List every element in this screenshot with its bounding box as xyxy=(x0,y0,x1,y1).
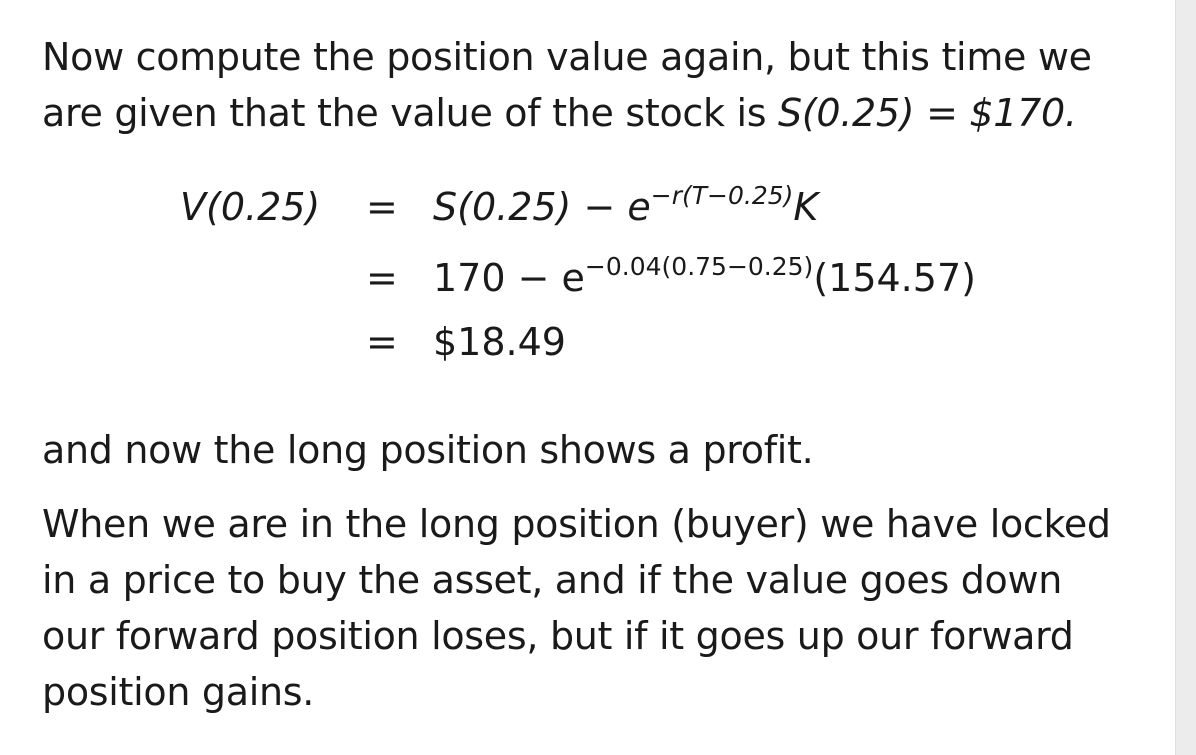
explanation-line-4: position gains. xyxy=(42,670,315,714)
rhs-2-tail: (154.57) xyxy=(813,256,976,300)
explanation-line-1: When we are in the long position (buyer)… xyxy=(42,502,1111,546)
equation-rhs-1: S(0.25) − e−r(T−0.25)K xyxy=(433,181,819,229)
rhs-2-exponent: −0.04(0.75−0.25) xyxy=(584,252,814,281)
conclusion-paragraph: and now the long position shows a profit… xyxy=(42,428,814,472)
intro-paragraph: Now compute the position value again, bu… xyxy=(42,29,1092,141)
rhs-1-main: S(0.25) − e xyxy=(433,185,651,229)
position-value-equation: V(0.25) = S(0.25) − e−r(T−0.25)K = 170 −… xyxy=(0,181,1176,380)
equation-row-1: V(0.25) = S(0.25) − e−r(T−0.25)K xyxy=(0,181,1176,245)
rhs-1-tail: K xyxy=(793,185,819,229)
intro-line-2: are given that the value of the stock is… xyxy=(42,85,1092,141)
explanation-line-2: in a price to buy the asset, and if the … xyxy=(42,558,1063,602)
stock-value-math: S(0.25) = $170. xyxy=(778,91,1077,135)
intro-line-2-text: are given that the value of the stock is xyxy=(42,91,779,135)
rhs-1-exponent: −r(T−0.25) xyxy=(650,181,794,210)
equals-sign-3: = xyxy=(366,320,398,364)
equation-row-3: = $18.49 xyxy=(0,320,1176,380)
intro-line-1: Now compute the position value again, bu… xyxy=(42,35,1092,79)
equals-sign-2: = xyxy=(366,256,398,300)
equation-lhs: V(0.25) xyxy=(180,185,321,229)
equation-row-2: = 170 − e−0.04(0.75−0.25)(154.57) xyxy=(0,252,1176,316)
equation-result: $18.49 xyxy=(433,320,566,364)
scrollbar[interactable] xyxy=(1175,0,1196,755)
explanation-line-3: our forward position loses, but if it go… xyxy=(42,614,1074,658)
explanation-paragraph: When we are in the long position (buyer)… xyxy=(42,496,1111,720)
equals-sign-1: = xyxy=(366,185,398,229)
rhs-2-main: 170 − e xyxy=(433,256,585,300)
equation-rhs-2: 170 − e−0.04(0.75−0.25)(154.57) xyxy=(433,252,976,300)
